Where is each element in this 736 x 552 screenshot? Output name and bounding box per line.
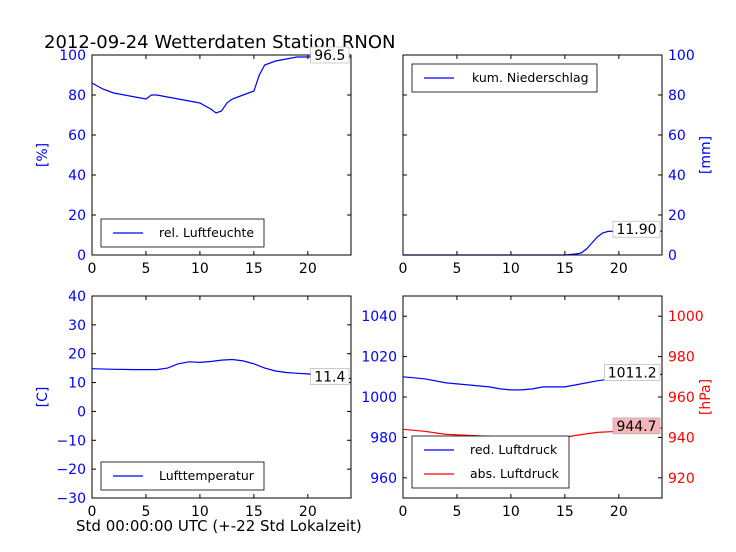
panel1-y-tick-label: 0 bbox=[77, 248, 86, 264]
panel2-callout-1: 11.90 bbox=[616, 222, 656, 238]
panel4-y-tick-label: 1000 bbox=[361, 390, 397, 406]
panel2-y-tick-label: 80 bbox=[668, 88, 686, 104]
panel4-callout-box-1 bbox=[604, 364, 661, 381]
panel3-y-tick-label: −10 bbox=[56, 433, 86, 449]
panel4-y2-tick-label: 940 bbox=[668, 430, 695, 446]
panel1-y-tick-label: 100 bbox=[59, 48, 86, 64]
panel3-y-tick-label: 0 bbox=[77, 404, 86, 420]
panel4-legend-box bbox=[411, 435, 570, 489]
chart-title: 2012-09-24 Wetterdaten Station RNON bbox=[44, 32, 396, 53]
panel4-legend-label-2: abs. Luftdruck bbox=[470, 466, 560, 481]
panel2-x-tick-label: 15 bbox=[556, 261, 574, 277]
panel3-y-axis-label: [C] bbox=[35, 387, 51, 408]
panel4-callout-box-2 bbox=[612, 417, 661, 435]
panel4-y-tick-label: 1040 bbox=[361, 309, 397, 325]
panel3-callout-1: 11.4 bbox=[314, 370, 345, 386]
panel1-legend-label-1: rel. Luftfeuchte bbox=[159, 225, 254, 240]
panel4-y2-tick-label: 920 bbox=[668, 471, 695, 487]
panel2-x-tick-label: 20 bbox=[610, 261, 628, 277]
panel3-x-tick-label: 10 bbox=[191, 504, 209, 520]
panel2-legend-label-1: kum. Niederschlag bbox=[472, 70, 589, 85]
panel4-x-tick-label: 0 bbox=[399, 504, 408, 520]
panel2-y-tick-label: 100 bbox=[668, 48, 695, 64]
panel4-callout-2: 944.7 bbox=[616, 419, 656, 435]
panel4-y2-tick-label: 1000 bbox=[668, 309, 704, 325]
panel1-y-tick-label: 60 bbox=[68, 128, 86, 144]
panel2-x-tick-label: 0 bbox=[399, 261, 408, 277]
panel2-y-tick-label: 40 bbox=[668, 168, 686, 184]
panel4-x-tick-label: 15 bbox=[556, 504, 574, 520]
panel1-x-tick-label: 20 bbox=[299, 261, 317, 277]
panel4-callout-1: 1011.2 bbox=[608, 365, 657, 381]
panel2-x-tick-label: 10 bbox=[502, 261, 520, 277]
panel4-y2-tick-label: 960 bbox=[668, 390, 695, 406]
panel3-frame bbox=[91, 295, 352, 499]
panel4-y-tick-label: 980 bbox=[370, 430, 397, 446]
panel3-x-tick-label: 5 bbox=[141, 504, 150, 520]
panel4-y2-tick-label: 980 bbox=[668, 350, 695, 366]
panel2-callout-box-1 bbox=[612, 220, 661, 238]
panel4-y-tick-label: 1020 bbox=[361, 350, 397, 366]
panel4-y-tick-label: 960 bbox=[370, 471, 397, 487]
panel3-y-tick-label: 10 bbox=[68, 376, 86, 392]
panel1-y-tick-label: 40 bbox=[68, 168, 86, 184]
panel3-y-tick-label: 40 bbox=[68, 289, 86, 305]
panel1-y-tick-label: 20 bbox=[68, 208, 86, 224]
panel3-y-tick-label: 30 bbox=[68, 318, 86, 334]
panel3-y-tick-label: 20 bbox=[68, 347, 86, 363]
panel3-x-tick-label: 20 bbox=[299, 504, 317, 520]
panel1-frame bbox=[91, 54, 352, 256]
panel2-frame bbox=[402, 54, 663, 256]
panel1-x-tick-label: 15 bbox=[245, 261, 263, 277]
panel3-callout-box-1 bbox=[310, 368, 350, 385]
panel4-x-tick-label: 5 bbox=[452, 504, 461, 520]
panel2-y-tick-label: 20 bbox=[668, 208, 686, 224]
panel2-y-tick-label: 0 bbox=[668, 248, 677, 264]
panel3-x-tick-label: 0 bbox=[88, 504, 97, 520]
panel1-series-1-line bbox=[91, 54, 351, 114]
panel1-y-tick-label: 80 bbox=[68, 88, 86, 104]
panel1-x-tick-label: 5 bbox=[141, 261, 150, 277]
panel1-x-tick-label: 0 bbox=[88, 261, 97, 277]
panel3-x-tick-label: 15 bbox=[245, 504, 263, 520]
panel4-x-tick-label: 10 bbox=[502, 504, 520, 520]
panel3-legend-label-1: Lufttemperatur bbox=[159, 468, 255, 483]
panel2-x-tick-label: 5 bbox=[452, 261, 461, 277]
panel1-y-axis-label: [%] bbox=[35, 143, 51, 167]
panel3-y-tick-label: −30 bbox=[56, 491, 86, 507]
panel4-legend-label-1: red. Luftdruck bbox=[470, 442, 558, 457]
panel1-callout-1: 96.5 bbox=[314, 48, 345, 64]
panel2-y-axis-label: [mm] bbox=[698, 136, 714, 174]
x-axis-caption: Std 00:00:00 UTC (+-22 Std Lokalzeit) bbox=[76, 517, 362, 535]
panel4-y-axis-label: [hPa] bbox=[698, 379, 714, 415]
panel2-y-tick-label: 60 bbox=[668, 128, 686, 144]
panel4-x-tick-label: 20 bbox=[610, 504, 628, 520]
panel3-y-tick-label: −20 bbox=[56, 462, 86, 478]
panel1-x-tick-label: 10 bbox=[191, 261, 209, 277]
panel1-callout-box-1 bbox=[310, 46, 350, 64]
